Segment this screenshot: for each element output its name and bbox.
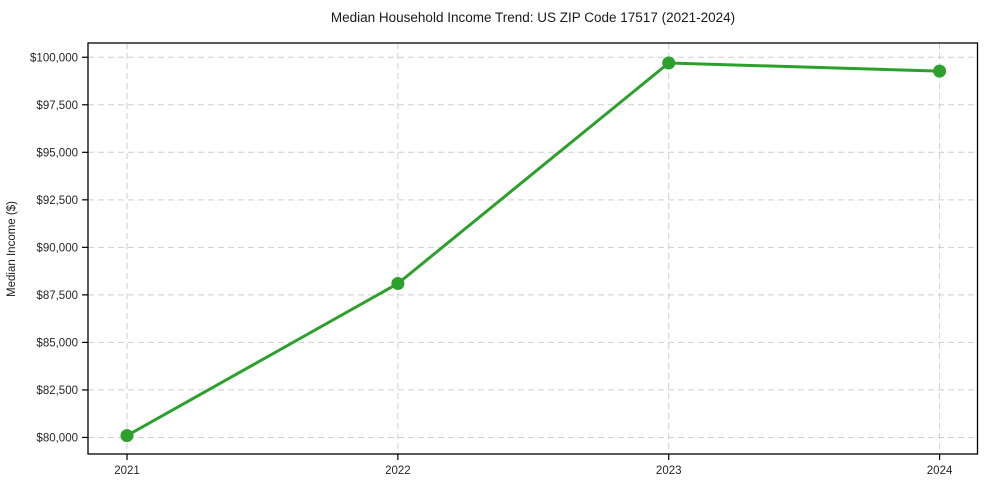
data-point-2022 [391,277,405,290]
y-tick-label: $82,500 [36,385,78,397]
data-point-2024 [933,64,947,78]
axis-layer: $80,000 $82,500 $85,000 $87,500 $90,000 $92,5… [30,42,979,477]
y-tick-label: $100,000 [30,52,78,64]
x-tick-label: 2023 [656,465,682,477]
y-tick-label: $85,000 [36,337,78,349]
chart-title: Median Household Income Trend: US ZIP Co… [331,10,735,25]
grid-layer [88,43,978,454]
x-tick-label: 2024 [927,465,953,477]
plot-border [87,42,979,455]
x-tick-label: 2022 [385,465,411,477]
y-tick-label: $87,500 [36,290,78,302]
y-tick-label: $92,500 [36,195,78,207]
trend-line [125,61,942,438]
y-tick-label: $97,500 [36,100,78,112]
data-point-2023 [662,56,676,70]
x-tick-label: 2021 [114,465,140,477]
y-tick-label: $80,000 [36,432,78,444]
line-series [120,56,947,443]
y-axis-label: Median Income ($) [6,201,18,297]
data-point-2021 [120,429,134,443]
y-tick-label: $90,000 [36,242,78,254]
y-tick-label: $95,000 [36,147,78,159]
